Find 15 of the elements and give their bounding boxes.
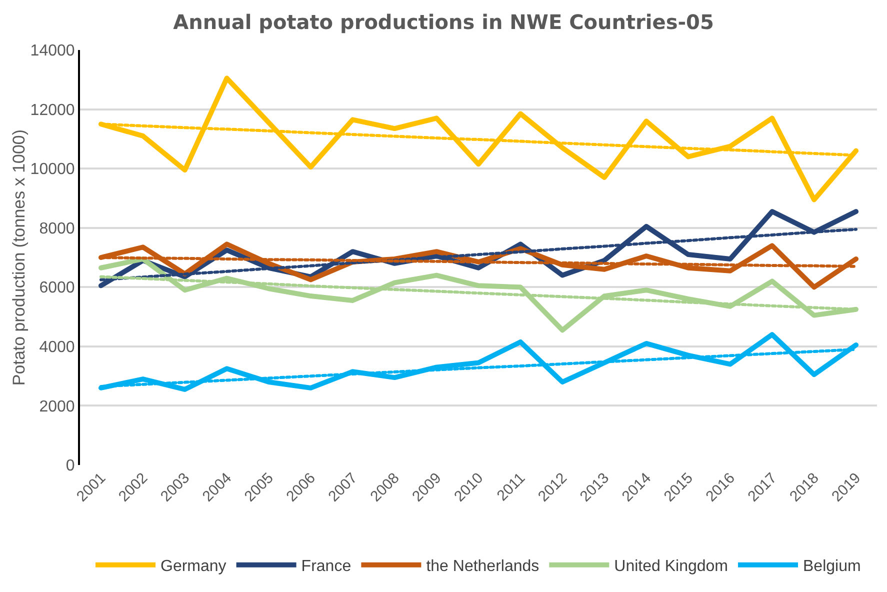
legend-label: United Kingdom [614,558,728,576]
y-tick-label: 4000 [39,339,75,356]
y-tick-label: 12000 [30,102,75,119]
legend-label: France [301,558,352,576]
y-tick-label: 2000 [39,398,75,416]
y-axis-title: Potato production (tonnes x 1000) [9,129,28,386]
y-tick-label: 14000 [30,42,75,60]
legend-label: Belgium [803,558,861,576]
chart-title: Annual potato productions in NWE Countries-05 [173,10,714,34]
legend-label: the Netherlands [426,558,540,576]
legend-label: Germany [160,558,226,576]
y-tick-label: 6000 [39,280,75,297]
y-tick-label: 0 [66,458,75,475]
y-tick-label: 10000 [30,161,75,178]
y-tick-label: 8000 [39,220,75,238]
